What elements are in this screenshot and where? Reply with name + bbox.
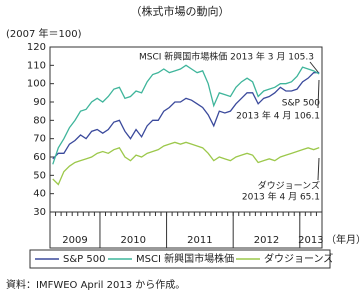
y-tick-label: 50 [33, 170, 46, 181]
annotation: S&P 500 [282, 99, 320, 109]
annotation: 2013 年 4 月 106.1 [236, 110, 320, 122]
y-tick-label: 40 [33, 189, 46, 200]
y-tick-label: 70 [33, 134, 46, 145]
year-label: 2012 [254, 235, 279, 246]
legend-label: MSCI 新興国市場株価 [136, 252, 234, 265]
x-unit: （年月） [326, 233, 360, 246]
y-tick-label: 100 [27, 79, 46, 90]
y-tick-label: 80 [33, 115, 46, 126]
chart-title: （株式市場の動向） [131, 4, 230, 18]
source: 資料：IMFWEO April 2013 から作成。 [6, 278, 185, 291]
series-line [52, 64, 320, 165]
plot-frame [49, 46, 323, 249]
year-label: 2013 [298, 235, 323, 246]
arrow [317, 157, 320, 181]
annotation: MSCI 新興国市場株価 2013 年 3 月 105.3 [139, 51, 314, 63]
year-label: 2010 [121, 235, 146, 246]
legend-frame [29, 249, 331, 269]
year-label: 2009 [62, 235, 87, 246]
series-line [52, 141, 320, 186]
y-tick-label: 90 [33, 97, 46, 108]
legend-label: ダウジョーンズ [264, 252, 333, 265]
series-line [52, 71, 320, 160]
legend-label: S&P 500 [63, 254, 105, 265]
y-tick-label: 120 [27, 42, 46, 53]
y-unit: (2007 年＝100) [6, 27, 82, 40]
year-label: 2011 [187, 235, 212, 246]
y-tick-label: 110 [27, 60, 46, 71]
arrow [317, 79, 320, 109]
y-tick-label: 60 [33, 152, 46, 163]
arrow [309, 61, 319, 73]
y-tick-label: 30 [33, 207, 46, 218]
annotation: ダウジョーンズ [258, 180, 320, 192]
annotation: 2013 年 4 月 65.1 [242, 191, 320, 203]
